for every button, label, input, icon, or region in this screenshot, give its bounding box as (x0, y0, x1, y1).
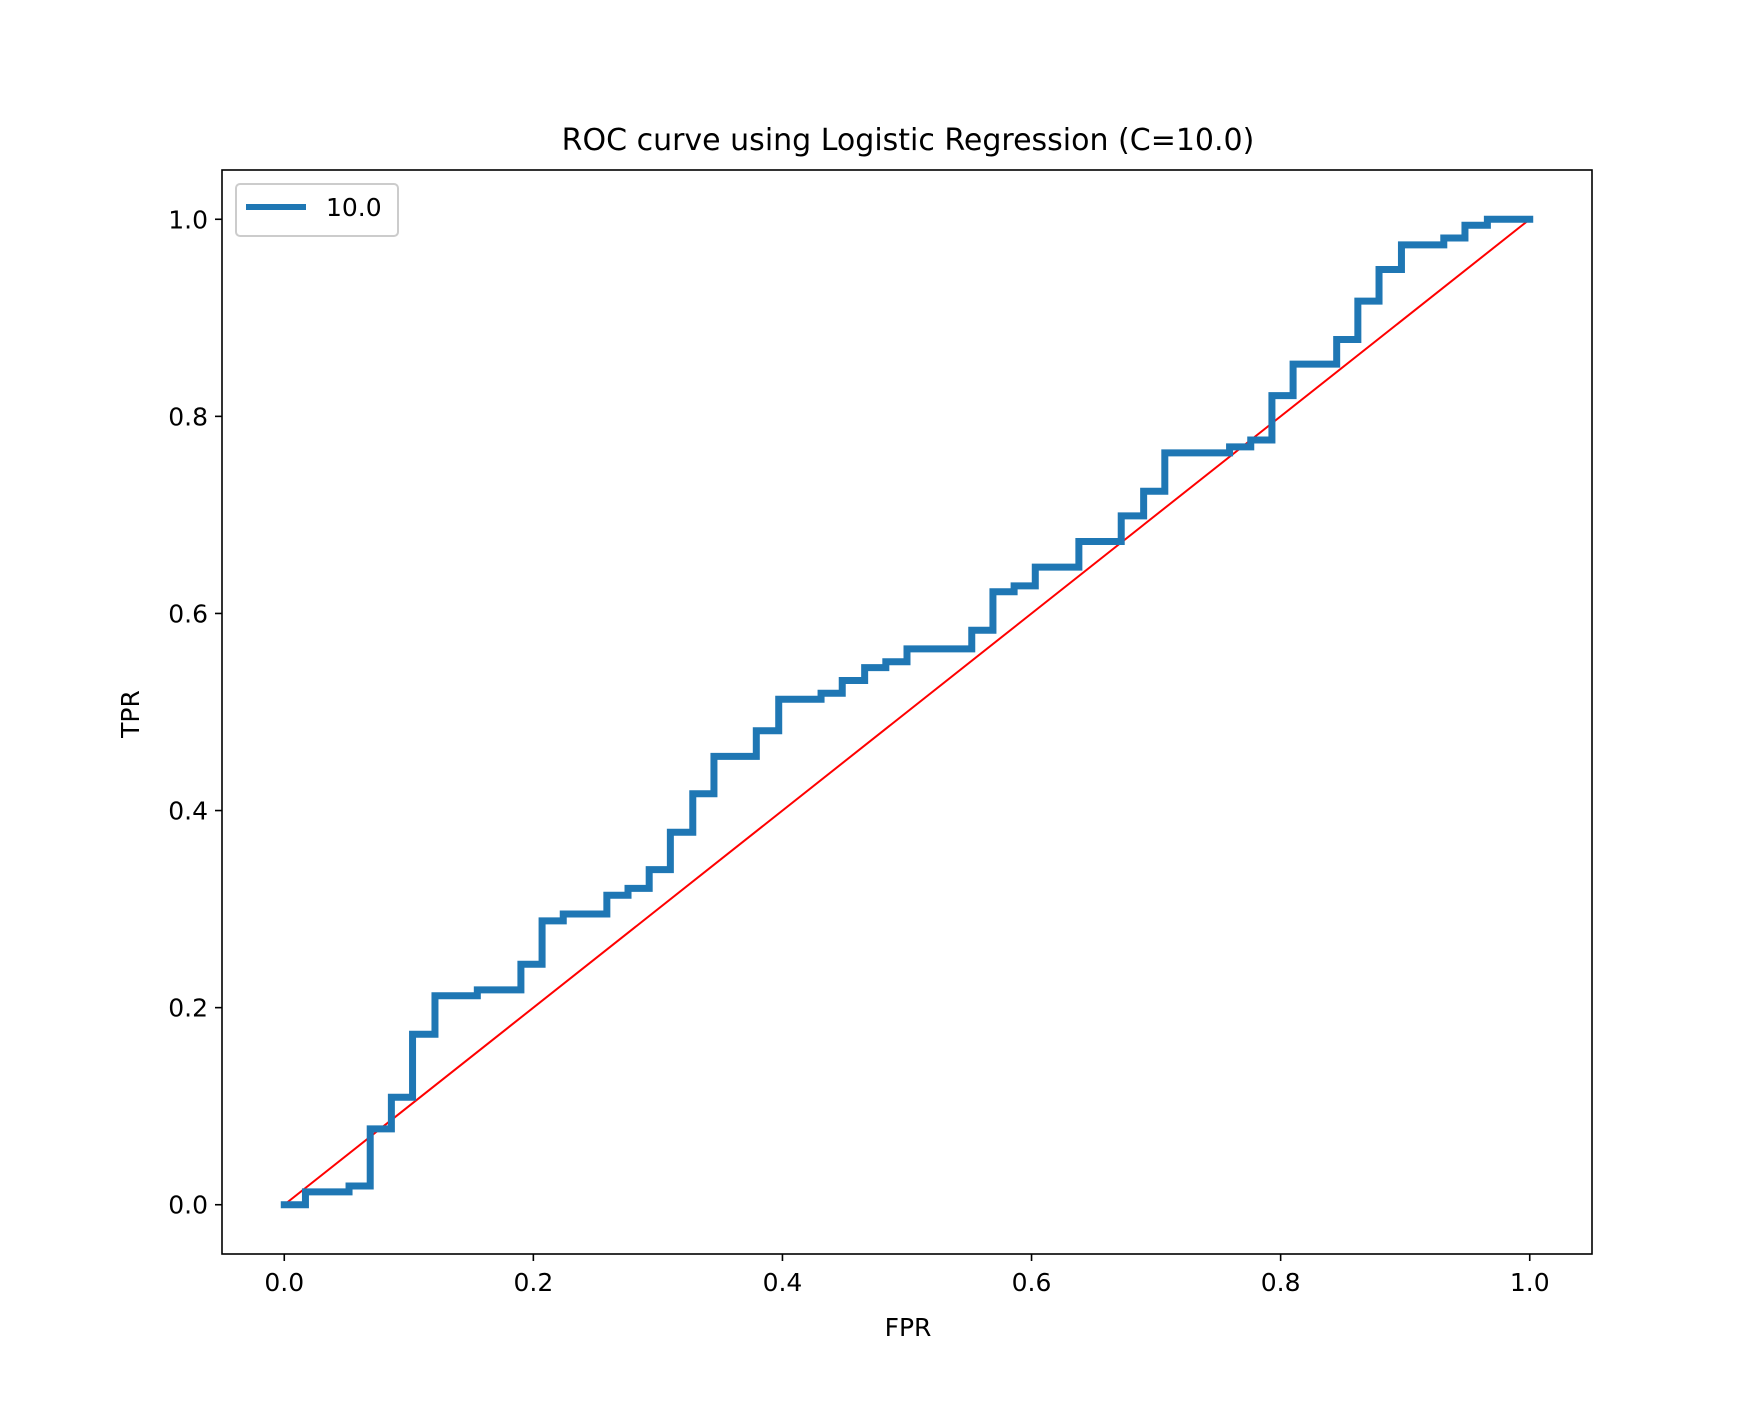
x-axis-label: FPR (885, 1313, 932, 1342)
x-tick-label: 0.8 (1261, 1268, 1301, 1297)
x-tick-label: 0.0 (264, 1268, 304, 1297)
y-tick-label: 1.0 (168, 205, 208, 234)
legend-label-10.0: 10.0 (326, 193, 382, 222)
y-tick-label: 0.2 (168, 994, 208, 1023)
x-tick-label: 0.4 (763, 1268, 803, 1297)
y-axis-label: TPR (116, 690, 145, 739)
chart-title: ROC curve using Logistic Regression (C=1… (562, 123, 1255, 158)
x-tick-label: 0.2 (513, 1268, 553, 1297)
y-tick-label: 0.6 (168, 599, 208, 628)
axes (221, 169, 1593, 1255)
y-tick-label: 0.8 (168, 402, 208, 431)
y-tick-label: 0.0 (168, 1191, 208, 1220)
x-tick-label: 1.0 (1510, 1268, 1550, 1297)
y-tick-label: 0.4 (168, 797, 208, 826)
axes-frame (221, 169, 1593, 1255)
axis-ticks: 0.0 0.2 0.4 0.6 0.8 1.0 0.0 0.2 0.4 0.6 0.8 1.0 (168, 205, 1549, 1297)
legend-box (235, 183, 399, 237)
chance-diagonal-line (283, 218, 1531, 1206)
plot-area (280, 215, 1534, 1209)
roc-curve-line (280, 215, 1534, 1209)
legend: 10.0 (235, 183, 399, 237)
x-tick-label: 0.6 (1012, 1268, 1052, 1297)
